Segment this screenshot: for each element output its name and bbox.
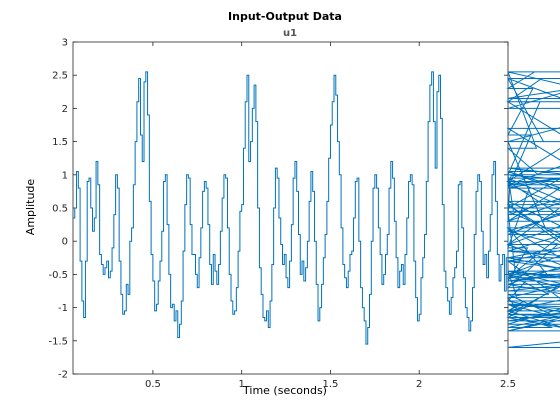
- y-axis-ticks: -2 -1.5 -1 -0.5 0 0.5 1 1.5 2 2.5 3: [48, 38, 508, 381]
- x-axis-ticks: 0.5 1 1.5 2 2.5: [145, 42, 516, 390]
- y-tick-label: 2: [62, 104, 68, 115]
- chart-title: Input-Output Data: [228, 10, 342, 23]
- plot-area: [72, 41, 509, 375]
- series-line-u1: [73, 71, 560, 348]
- x-tick-label: 2.5: [500, 379, 516, 390]
- y-tick-label: 0.5: [52, 204, 68, 215]
- x-tick-label: 1: [238, 379, 244, 390]
- y-tick-label: 1: [62, 170, 68, 181]
- y-tick-label: -1: [58, 303, 68, 314]
- y-tick-label: 0: [62, 237, 68, 248]
- y-tick-label: -0.5: [48, 270, 68, 281]
- x-tick-label: 2: [416, 379, 422, 390]
- y-tick-label: -2: [58, 370, 68, 381]
- y-tick-label: 2.5: [52, 71, 68, 82]
- x-tick-label: 1.5: [322, 379, 338, 390]
- plot-axes: 0.5 1 1.5 2 2.5 -2 -1.5 -1 -0.5 0 0.5 1 1.5 2 2.5 3: [48, 38, 560, 390]
- axes-subtitle: u1: [283, 28, 297, 39]
- y-tick-label: -1.5: [48, 336, 68, 347]
- y-axis-label: Amplitude: [24, 179, 37, 236]
- chart-header: Input-Output Data u1: [228, 10, 342, 39]
- y-tick-label: 1.5: [52, 137, 68, 148]
- y-tick-label: 3: [62, 38, 68, 49]
- x-axis-label: Time (seconds): [242, 384, 327, 397]
- x-tick-label: 0.5: [145, 379, 161, 390]
